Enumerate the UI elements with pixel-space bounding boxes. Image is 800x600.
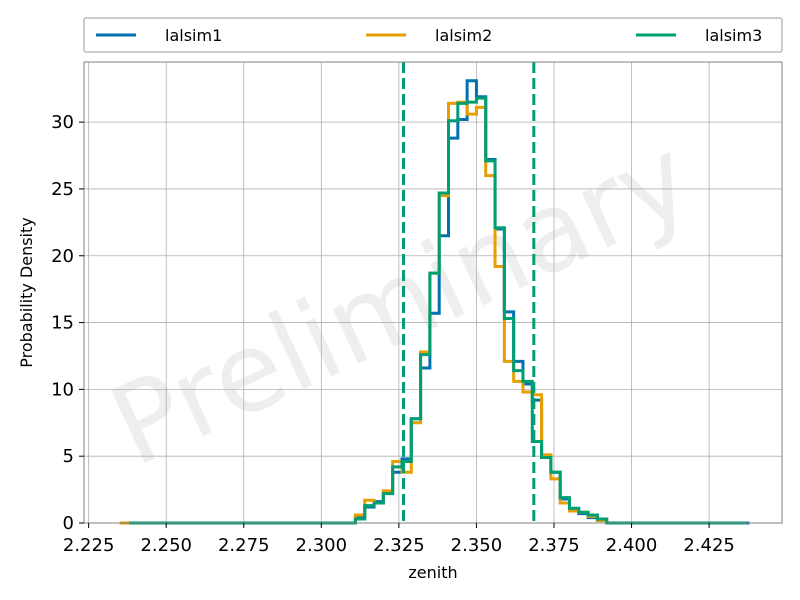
x-tick-label: 2.350 [451,535,503,556]
preliminary-watermark: Preliminary [92,113,709,492]
y-tick-label: 10 [51,379,74,400]
x-tick-label: 2.250 [140,535,192,556]
x-tick-label: 2.400 [606,535,658,556]
x-axis-label: zenith [408,563,457,582]
y-tick-label: 15 [51,313,74,334]
x-tick-label: 2.325 [373,535,425,556]
x-tick-label: 2.425 [683,535,735,556]
legend-label-lalsim3: lalsim3 [705,26,762,45]
x-tick-label: 2.225 [63,535,115,556]
y-axis-ticks: 0 5 10 15 20 25 30 [51,112,84,534]
x-tick-label: 2.375 [528,535,580,556]
y-tick-label: 0 [63,513,74,534]
y-tick-label: 25 [51,179,74,200]
legend-label-lalsim2: lalsim2 [435,26,492,45]
x-tick-label: 2.300 [296,535,348,556]
y-tick-label: 20 [51,246,74,267]
x-axis-ticks: 2.225 2.250 2.275 2.300 2.325 2.350 2.375 2.400… [63,523,735,556]
legend-label-lalsim1: lalsim1 [165,26,222,45]
y-tick-label: 30 [51,112,74,133]
legend: lalsim1 lalsim2 lalsim3 [84,18,782,52]
y-axis-label: Probability Density [17,217,36,368]
y-tick-label: 5 [63,446,74,467]
x-tick-label: 2.275 [218,535,270,556]
